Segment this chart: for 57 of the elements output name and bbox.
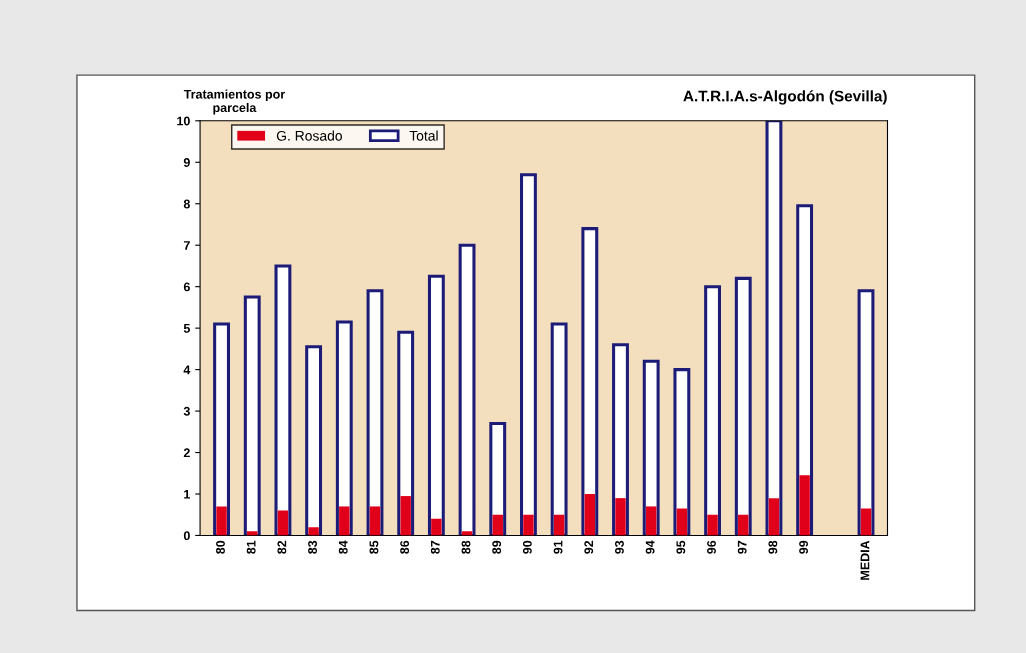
y-tick-label: 4 [183,365,191,375]
x-tick-label: 99 [799,540,808,554]
bar [277,510,289,536]
y-tick-label: 8 [183,199,190,209]
x-tick-label: 87 [430,540,440,554]
bar [584,493,596,536]
legend-label: Total [409,130,438,141]
bar [553,514,565,536]
bar [308,527,319,536]
y-tick-label: 10 [177,116,190,126]
bar [339,506,350,536]
bar [247,531,258,536]
x-tick-label: 85 [369,540,379,554]
bar [523,514,534,536]
bar [676,508,688,536]
x-tick-label: 80 [216,540,225,554]
x-tick-label: 93 [615,540,624,554]
x-tick-label: 81 [246,540,256,554]
x-tick-label: 83 [308,540,317,554]
bar [492,514,503,536]
bar [216,506,227,536]
bar [738,514,749,536]
x-tick-label: 98 [768,540,778,554]
x-tick-label: 92 [584,540,594,554]
bar [768,498,780,536]
bar [645,506,657,536]
x-tick-label: 95 [676,540,686,554]
legend-label: G. Rosado [276,130,342,141]
x-tick-label: 94 [645,540,655,554]
x-tick-label: MEDIA [860,540,870,580]
y-tick-label: 0 [183,531,190,541]
x-tick-label: 91 [553,540,563,554]
bar [860,508,872,536]
bar [431,518,442,536]
x-tick-label: 88 [461,540,471,554]
y-tick-label: 9 [183,158,190,167]
bar [461,531,473,536]
y-tick-label: 2 [183,448,190,458]
x-tick-label: 86 [400,540,410,554]
x-tick-label: 97 [737,540,747,554]
x-tick-label: 90 [522,540,532,554]
y-tick-label: 1 [184,489,190,499]
y-axis-title: Tratamientos por parcela [183,89,285,115]
bar [400,496,411,536]
x-tick-label: 96 [707,540,716,554]
chart-title: A.T.R.I.A.s-Algodón (Sevilla) [683,90,887,105]
bar [707,514,718,536]
x-tick-label: 84 [338,540,348,554]
y-tick-label: 6 [183,282,190,292]
x-tick-label: 89 [492,540,502,554]
bar [369,506,381,536]
bar [799,475,810,536]
bar [615,498,626,536]
y-tick-label: 7 [183,241,190,250]
y-tick-label: 3 [183,406,190,416]
y-tick-label: 5 [183,324,190,333]
x-tick-label: 82 [277,540,287,554]
